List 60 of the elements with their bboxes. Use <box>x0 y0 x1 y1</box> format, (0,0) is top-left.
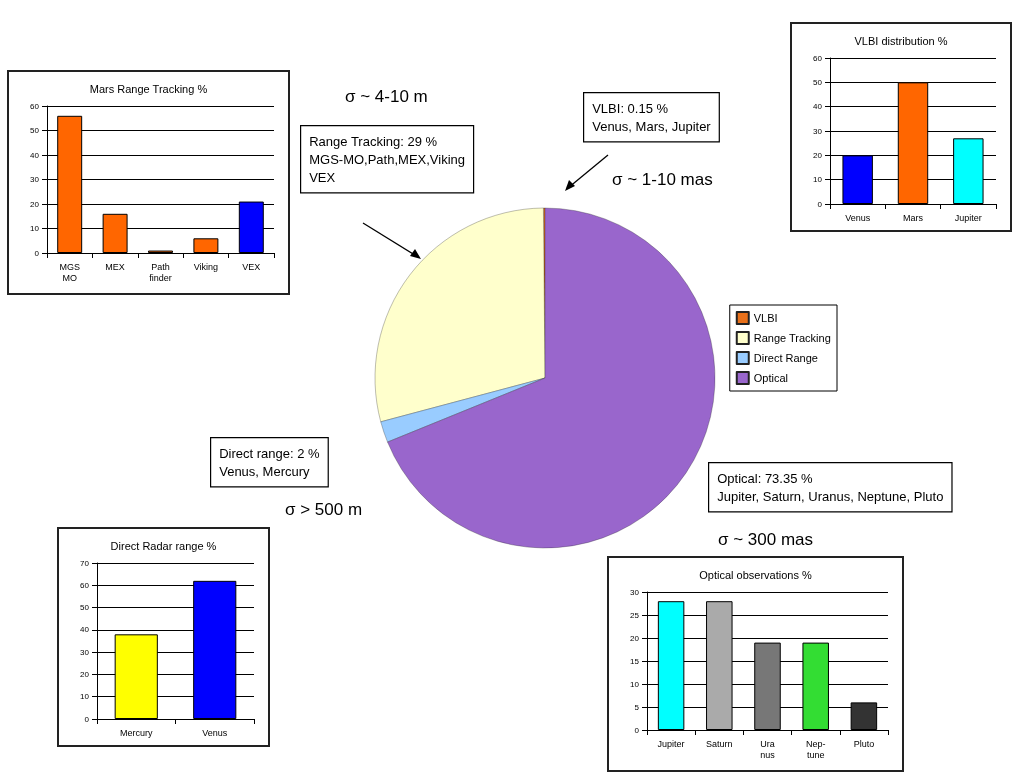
y-tick-label: 10 <box>630 679 640 689</box>
text: σ ~ 1-10 mas <box>612 169 713 189</box>
y-tick-label: 0 <box>34 248 40 258</box>
legend-label: Direct Range <box>753 352 818 364</box>
y-tick-label: 20 <box>630 633 640 643</box>
x-tick-label: Ura nus <box>760 738 776 760</box>
text: Range Tracking: 29 % MGS-MO,Path,MEX,Viking VEX <box>309 133 466 185</box>
legend-label: Optical <box>753 372 789 384</box>
text: VLBI: 0.15 % Venus, Mars, Jupiter <box>592 100 712 134</box>
y-tick-label: 60 <box>30 101 40 111</box>
y-tick-label: 0 <box>84 714 90 724</box>
y-tick-label: 5 <box>634 702 640 712</box>
x-tick-label: Jupiter <box>954 212 982 223</box>
y-tick-label: 30 <box>30 175 40 184</box>
y-tick-label: 40 <box>30 150 40 160</box>
x-tick-label: Saturn <box>706 738 733 749</box>
x-tick-label: Venus <box>202 727 228 738</box>
chart-title: VLBI distribution % <box>854 34 948 47</box>
y-tick-label: 10 <box>813 175 823 185</box>
y-tick-label: 15 <box>630 656 640 666</box>
x-tick-label: Mercury <box>119 727 153 738</box>
x-tick-label: MGS MO <box>59 261 80 283</box>
legend-label: VLBI <box>753 312 778 324</box>
y-tick-label: 70 <box>80 558 90 568</box>
legend-label: Range Tracking <box>753 332 831 344</box>
y-tick-label: 30 <box>813 126 823 136</box>
text: Optical: 73.35 % Jupiter, Saturn, Uranus, Neptune, Pluto <box>717 470 944 504</box>
y-tick-label: 20 <box>80 669 90 679</box>
y-tick-label: 0 <box>817 199 823 209</box>
y-tick-label: 40 <box>80 625 90 635</box>
y-tick-label: 30 <box>630 587 640 597</box>
y-tick-label: 10 <box>30 224 40 233</box>
chart-title: Mars Range Tracking % <box>89 82 208 95</box>
y-tick-label: 50 <box>80 603 90 613</box>
y-tick-label: 20 <box>30 199 40 209</box>
text: σ > 500 m <box>285 499 363 519</box>
y-tick-label: 60 <box>80 580 90 590</box>
y-tick-label: 60 <box>813 53 823 63</box>
text: σ ~ 300 mas <box>718 529 814 549</box>
x-tick-label: Viking <box>193 261 219 272</box>
x-tick-label: Path finder <box>149 261 172 283</box>
text: σ ~ 4-10 m <box>345 86 428 106</box>
chart-title: Optical observations % <box>699 568 812 581</box>
x-tick-label: Pluto <box>853 738 875 749</box>
x-tick-label: Nep- tune <box>805 738 826 760</box>
y-tick-label: 50 <box>813 77 823 87</box>
x-tick-label: Venus <box>845 212 871 223</box>
y-tick-label: 10 <box>80 692 90 702</box>
y-tick-label: 40 <box>813 102 823 112</box>
x-tick-label: MEX <box>105 261 125 272</box>
x-tick-label: Jupiter <box>657 738 685 749</box>
y-tick-label: 20 <box>813 150 823 160</box>
chart-title: Direct Radar range % <box>110 539 217 552</box>
y-tick-label: 50 <box>30 126 40 135</box>
text: Direct range: 2 % Venus, Mercury <box>219 445 321 479</box>
y-tick-label: 30 <box>80 647 90 657</box>
x-tick-label: VEX <box>242 261 261 272</box>
y-tick-label: 0 <box>634 725 640 735</box>
x-tick-label: Mars <box>903 212 924 223</box>
y-tick-label: 25 <box>630 610 640 620</box>
